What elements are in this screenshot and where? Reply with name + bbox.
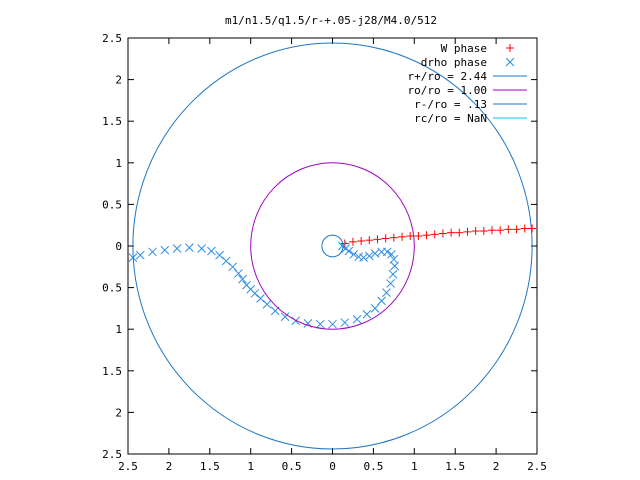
drho-phase-point xyxy=(262,299,272,309)
legend-label: r+/ro = 2.44 xyxy=(408,70,488,83)
drho-phase-point xyxy=(160,245,170,255)
w-phase-point xyxy=(488,226,497,235)
y-tick-label: 1.5 xyxy=(102,115,122,128)
drho-phase-point xyxy=(337,241,347,251)
w-phase-point xyxy=(504,225,513,234)
w-phase-point xyxy=(512,225,521,234)
w-phase-point xyxy=(528,224,537,233)
drho-phase-point xyxy=(228,262,238,272)
w-phase-point xyxy=(447,228,456,237)
circle-ro xyxy=(250,162,415,330)
w-phase-point xyxy=(471,227,480,236)
w-phase-point xyxy=(373,235,382,244)
y-tick-label: 2.5 xyxy=(102,448,122,461)
drho-phase-point xyxy=(349,249,359,259)
y-tick-label: 0 xyxy=(115,240,122,253)
w-phase-point xyxy=(430,230,439,239)
drho-phase-point xyxy=(364,251,374,261)
w-phase-point xyxy=(463,227,472,236)
legend-label: drho phase xyxy=(421,56,487,69)
w-phase-point xyxy=(414,232,423,241)
x-tick-label: 0 xyxy=(329,460,336,473)
drho-phase-point xyxy=(340,318,350,327)
w-phase-point xyxy=(520,224,529,233)
w-phase-point xyxy=(365,236,374,245)
y-tick-label: 2 xyxy=(115,406,122,419)
drho-phase-point xyxy=(388,269,398,279)
w-phase-point xyxy=(455,228,464,237)
drho-phase-point xyxy=(352,314,362,324)
drho-phase-point xyxy=(135,250,145,260)
w-phase-point xyxy=(438,229,447,238)
y-tick-label: 1.5 xyxy=(102,365,122,378)
drho-phase-point xyxy=(256,294,265,303)
drho-phase-point xyxy=(387,249,396,259)
x-tick-label: 1 xyxy=(411,460,418,473)
legend-label: r-/ro = .13 xyxy=(414,98,487,111)
drho-phase-point xyxy=(234,269,243,278)
w-phase-point xyxy=(357,237,366,246)
drho-phase-point xyxy=(291,316,301,326)
drho-phase-point xyxy=(172,244,182,253)
drho-phase-point xyxy=(215,250,224,260)
x-tick-label: 1.5 xyxy=(200,460,220,473)
y-tick-label: 0.5 xyxy=(102,282,122,295)
drho-phase-point xyxy=(197,244,206,253)
drho-phase-point xyxy=(362,309,372,319)
drho-phase-point xyxy=(370,249,380,258)
legend-key xyxy=(505,57,515,67)
w-phase-point xyxy=(381,234,390,243)
drho-phase-point xyxy=(377,247,386,257)
drho-phase-point xyxy=(238,274,247,284)
y-tick-label: 2.5 xyxy=(102,32,122,45)
legend-label: ro/ro = 1.00 xyxy=(408,84,487,97)
drho-phase-point xyxy=(370,304,380,313)
w-phase-point xyxy=(398,232,407,241)
w-phase-point xyxy=(406,232,415,241)
drho-phase-point xyxy=(148,247,157,257)
drho-phase-point xyxy=(315,319,325,329)
y-tick-label: 2 xyxy=(115,74,122,87)
drho-phase-point xyxy=(250,289,260,298)
x-tick-label: 0.5 xyxy=(363,460,383,473)
circle-r- xyxy=(321,234,344,258)
drho-phase-point xyxy=(386,279,395,288)
chart-title: m1/n1.5/q1.5/r-+.05-j28/M4.0/512 xyxy=(225,14,437,27)
w-phase-point xyxy=(389,233,398,242)
drho-phase-point xyxy=(280,312,290,322)
y-tick-label: 0.5 xyxy=(102,198,122,211)
legend-label: rc/ro = NaN xyxy=(414,112,487,125)
w-phase-point xyxy=(348,237,357,246)
w-phase-point xyxy=(479,227,488,236)
drho-phase-point xyxy=(389,254,399,264)
x-tick-label: 1 xyxy=(247,460,254,473)
legend-key xyxy=(506,44,514,52)
drho-phase-point xyxy=(207,246,216,256)
drho-phase-point xyxy=(382,288,391,297)
drho-phase-point xyxy=(221,256,231,266)
circle-r+ xyxy=(132,42,533,450)
x-tick-label: 2.5 xyxy=(527,460,547,473)
x-tick-label: 2.5 xyxy=(118,460,138,473)
w-phase-point xyxy=(422,231,431,240)
x-tick-label: 2 xyxy=(166,460,173,473)
y-tick-label: 1 xyxy=(115,323,122,336)
y-tick-label: 1 xyxy=(115,157,122,170)
legend-label: W phase xyxy=(441,42,487,55)
x-tick-label: 0.5 xyxy=(282,460,302,473)
drho-phase-point xyxy=(328,319,337,329)
axis-ticks: 2.5 2 1.5 1 0.5 0 0.5 1 1.5 2 2.52.521.510.500.511… xyxy=(102,32,547,473)
plot-area xyxy=(128,42,537,450)
x-tick-label: 2 xyxy=(493,460,500,473)
x-tick-label: 1.5 xyxy=(445,460,465,473)
drho-phase-point xyxy=(354,252,364,262)
w-phase-point xyxy=(496,226,505,235)
drho-phase-point xyxy=(377,296,386,306)
drho-phase-point xyxy=(184,243,194,253)
